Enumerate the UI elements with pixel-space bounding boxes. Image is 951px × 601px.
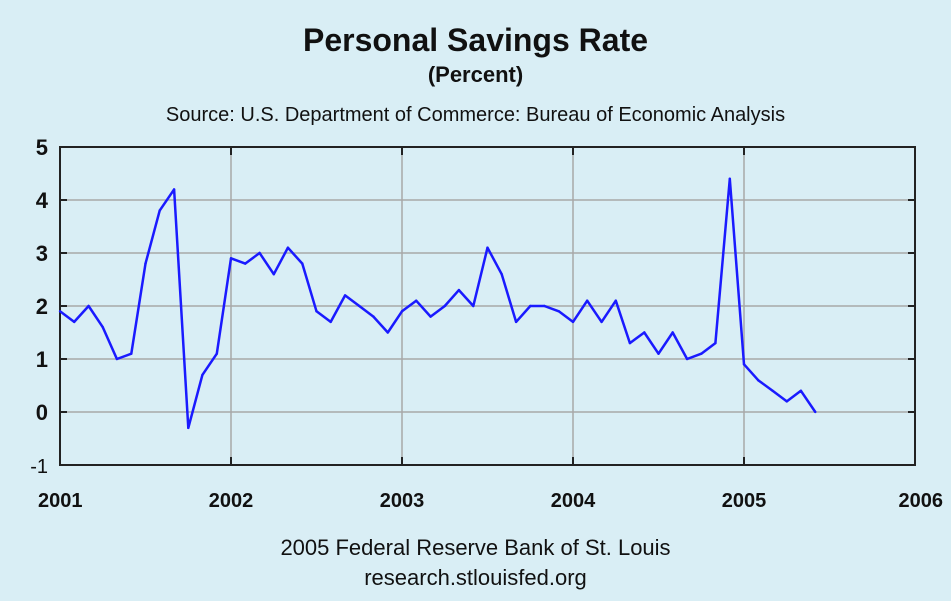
data-point	[101, 326, 104, 329]
y-tick-label: -1	[30, 456, 48, 478]
data-point	[457, 288, 461, 292]
data-point	[799, 389, 803, 392]
grid-lines	[60, 147, 915, 465]
data-point	[443, 304, 446, 308]
data-point	[571, 320, 575, 324]
data-point	[386, 331, 390, 334]
data-point	[756, 379, 760, 382]
data-point	[557, 310, 561, 313]
footer-url: research.stlouisfed.org	[364, 565, 587, 590]
data-point	[172, 188, 176, 191]
data-point	[714, 341, 717, 345]
x-tick-label: 2004	[551, 490, 596, 512]
data-point	[414, 299, 418, 302]
data-point	[429, 315, 432, 318]
x-tick-label: 2003	[380, 490, 425, 512]
data-point	[72, 320, 76, 324]
data-point	[614, 299, 617, 302]
series-line-savings-rate	[59, 177, 817, 430]
y-axis: -1 0 1 2 3 4 5	[30, 135, 915, 478]
data-point	[600, 320, 603, 324]
data-point	[229, 257, 233, 260]
y-tick-label: 3	[36, 241, 48, 266]
y-tick-label: 1	[36, 347, 48, 372]
chart-title: Personal Savings Rate	[302, 22, 649, 58]
data-point	[58, 310, 62, 313]
y-tick-label: 2	[36, 294, 48, 319]
data-point	[272, 273, 275, 276]
data-point	[700, 352, 703, 355]
x-tick-label: 2002	[209, 490, 254, 512]
data-point	[243, 262, 247, 265]
y-tick-label: 4	[36, 188, 49, 213]
y-tick-label: 0	[36, 400, 48, 425]
chart-source: Source: U.S. Department of Commerce: Bur…	[165, 104, 786, 126]
chart-subtitle: (Percent)	[427, 62, 524, 87]
x-axis: 2001 2002 2003 2004 2005 2006	[38, 147, 943, 512]
data-point	[671, 331, 674, 334]
footer-credit: 2005 Federal Reserve Bank of St. Louis	[280, 535, 671, 560]
data-point	[543, 304, 546, 308]
data-point	[400, 310, 404, 313]
data-point	[258, 251, 261, 255]
data-point	[685, 357, 689, 361]
data-point	[657, 352, 660, 355]
x-tick-label: 2006	[899, 490, 944, 512]
data-point	[785, 400, 788, 403]
x-tick-label: 2001	[38, 490, 83, 512]
data-point	[187, 426, 190, 430]
y-tick-label: 5	[36, 135, 48, 160]
data-point	[158, 209, 161, 212]
data-point	[144, 262, 147, 265]
data-point	[301, 262, 304, 265]
data-point	[585, 299, 589, 302]
data-point	[500, 273, 503, 276]
data-point	[87, 304, 90, 308]
data-point	[130, 352, 133, 355]
data-point	[728, 177, 732, 180]
data-point	[742, 363, 746, 366]
data-point	[472, 304, 475, 308]
data-point	[814, 410, 817, 414]
data-point	[315, 310, 318, 313]
data-point	[115, 357, 119, 361]
data-point	[628, 341, 632, 345]
data-point	[486, 246, 489, 249]
series-layer	[58, 177, 817, 430]
x-tick-label: 2005	[722, 490, 767, 512]
data-point	[372, 315, 375, 318]
data-point	[358, 304, 361, 308]
data-point	[529, 304, 532, 308]
data-point	[343, 294, 347, 297]
data-point	[643, 331, 646, 334]
data-point	[201, 373, 204, 377]
data-point	[215, 352, 219, 355]
data-point	[771, 389, 774, 392]
data-point	[514, 320, 518, 324]
data-point	[329, 320, 332, 324]
data-point	[286, 246, 290, 249]
